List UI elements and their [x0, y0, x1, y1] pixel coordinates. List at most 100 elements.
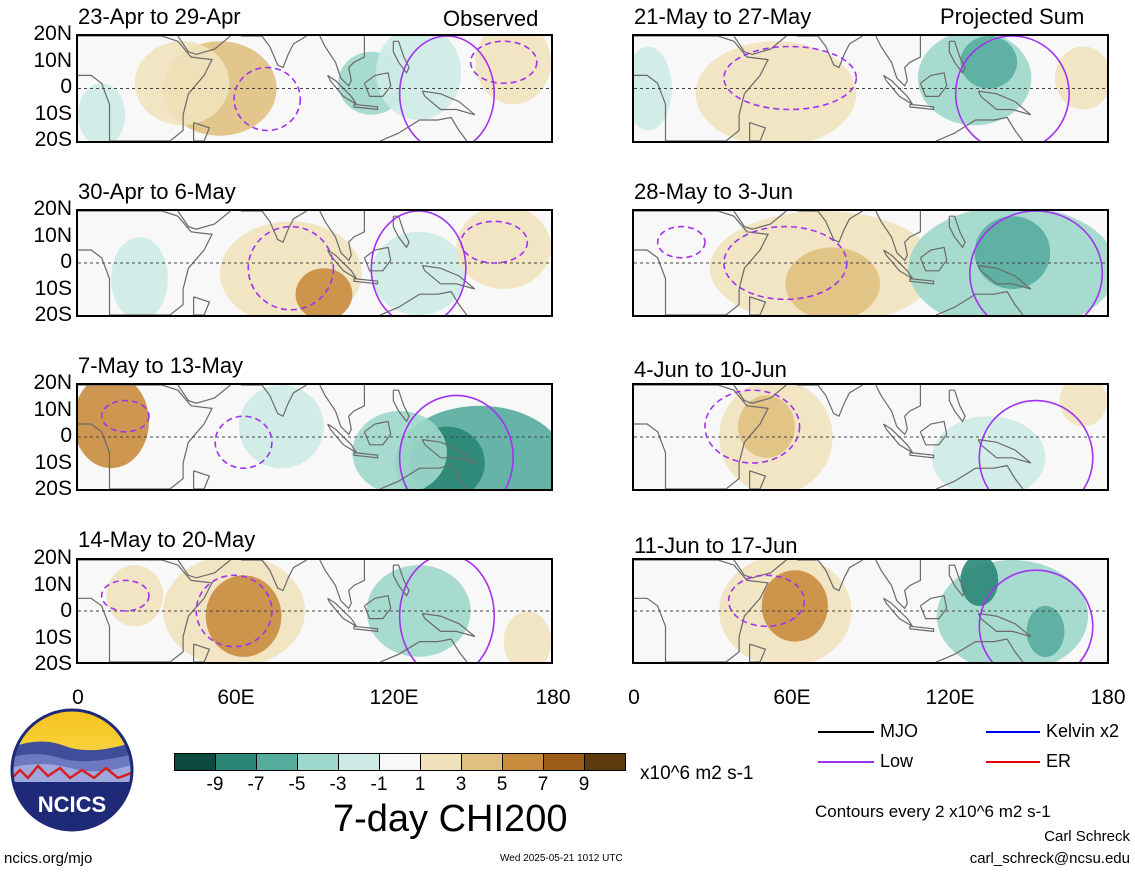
colorbar-tick-label: 1: [414, 774, 426, 795]
author-name: Carl Schreck: [1044, 828, 1130, 845]
low-contour: [727, 574, 806, 628]
low-contour: [723, 225, 848, 301]
lat-label: 10N: [33, 48, 72, 72]
panel-title-2: 30-Apr to 6-May: [78, 179, 236, 204]
colorbar-swatch: [256, 753, 298, 771]
panel-title-5: 21-May to 27-May: [634, 4, 812, 29]
low-contour: [969, 211, 1104, 315]
anomaly-region: [785, 247, 880, 315]
lat-label: 0: [60, 75, 72, 98]
lat-label: 20S: [34, 303, 72, 326]
low-contour: [704, 389, 801, 464]
lon-label-180-right: 180: [1090, 686, 1126, 709]
legend-kelvin-label: Kelvin x2: [1046, 721, 1120, 741]
lon-label-0-left: 0: [72, 686, 84, 709]
colorbar-swatch: [584, 753, 626, 771]
author-email: carl_schreck@ncsu.edu: [969, 850, 1130, 867]
anomaly-region: [1026, 605, 1065, 657]
lat-label: 10S: [34, 450, 72, 474]
map-canvas: [634, 211, 1107, 315]
lat-label: 0: [60, 250, 72, 273]
anomaly-region: [78, 83, 126, 141]
lat-label: 20N: [33, 371, 72, 394]
colorbar-labels: -9 -7 -5 -3 -1 1 3 5 7 9: [174, 774, 625, 796]
lat-label: 10S: [34, 625, 72, 649]
lon-label-120e-right: 120E: [925, 686, 975, 709]
coastline: [78, 385, 476, 489]
lon-label-60e-left: 60E: [217, 686, 255, 709]
coastline: [78, 36, 476, 141]
lat-label: 10N: [33, 223, 72, 247]
anomaly-region: [960, 36, 1018, 89]
lon-label-120e-left: 120E: [369, 686, 419, 709]
low-contour: [460, 220, 529, 264]
map-canvas: [78, 36, 551, 141]
anomaly-region: [738, 395, 795, 458]
map-panel-1: [76, 34, 553, 143]
map-panel-7: [632, 383, 1109, 491]
map-panel-5: [632, 34, 1109, 143]
colorbar-swatch: [338, 753, 380, 771]
low-contour: [195, 574, 273, 648]
anomaly-region: [238, 385, 324, 469]
colorbar-tick-label: 3: [455, 774, 467, 795]
site-url: ncics.org/mjo: [4, 850, 93, 867]
legend-er-line: [986, 761, 1040, 763]
low-contour: [978, 399, 1094, 489]
colorbar-tick-label: 9: [578, 774, 590, 795]
observed-label: Observed: [443, 6, 539, 31]
anomaly-region: [295, 268, 353, 315]
anomaly-region: [106, 565, 164, 627]
map-panel-4: [76, 558, 553, 664]
colorbar-tick-label: -1: [370, 774, 388, 795]
coastline: [634, 385, 1032, 489]
anomaly-region: [695, 41, 857, 141]
map-canvas: [78, 211, 551, 315]
low-contour: [100, 579, 150, 612]
anomaly-region: [376, 36, 462, 120]
lat-label: 20N: [33, 197, 72, 220]
main-title: 7-day CHI200: [333, 798, 568, 840]
colorbar-tick-label: 5: [496, 774, 508, 795]
map-panel-8: [632, 558, 1109, 664]
anomaly-region: [503, 611, 551, 662]
anomaly-region: [371, 231, 466, 315]
colorbar-swatch: [174, 753, 216, 771]
lat-label: 20N: [33, 546, 72, 569]
coastline: [634, 211, 1032, 315]
map-panel-6: [632, 209, 1109, 317]
lat-label: 20S: [34, 128, 72, 151]
legend-mjo-line: [818, 731, 874, 733]
low-contour: [370, 211, 467, 315]
map-canvas: [634, 385, 1107, 489]
low-contour: [398, 560, 496, 662]
panel-title-8: 11-Jun to 17-Jun: [634, 533, 798, 558]
panel-title-7: 4-Jun to 10-Jun: [634, 357, 787, 382]
lat-label: 0: [60, 424, 72, 447]
legend-kelvin-line: [986, 731, 1040, 733]
legend-low-label: Low: [880, 751, 914, 771]
anomaly-region: [78, 385, 149, 469]
map-panel-2: [76, 209, 553, 317]
coastline: [78, 211, 476, 315]
low-contour: [233, 66, 302, 132]
anomaly-region: [761, 570, 828, 642]
colorbar-tick-label: 7: [537, 774, 549, 795]
map-panel-3: [76, 383, 553, 491]
anomaly-region: [456, 211, 551, 289]
lat-label: 10N: [33, 572, 72, 596]
map-canvas: [634, 560, 1107, 662]
low-contour: [214, 415, 273, 470]
map-canvas: [78, 385, 551, 489]
colorbar-swatch: [543, 753, 585, 771]
anomaly-region: [1054, 46, 1107, 110]
colorbar-swatch: [420, 753, 462, 771]
colorbar-swatch: [461, 753, 503, 771]
lat-label: 10S: [34, 276, 72, 300]
panel-title-1: 23-Apr to 29-Apr: [78, 4, 241, 29]
low-contour: [954, 36, 1070, 141]
legend-mjo-label: MJO: [880, 721, 918, 741]
lat-label: 20S: [34, 652, 72, 675]
anomaly-region: [205, 575, 282, 657]
low-contour: [100, 399, 150, 433]
